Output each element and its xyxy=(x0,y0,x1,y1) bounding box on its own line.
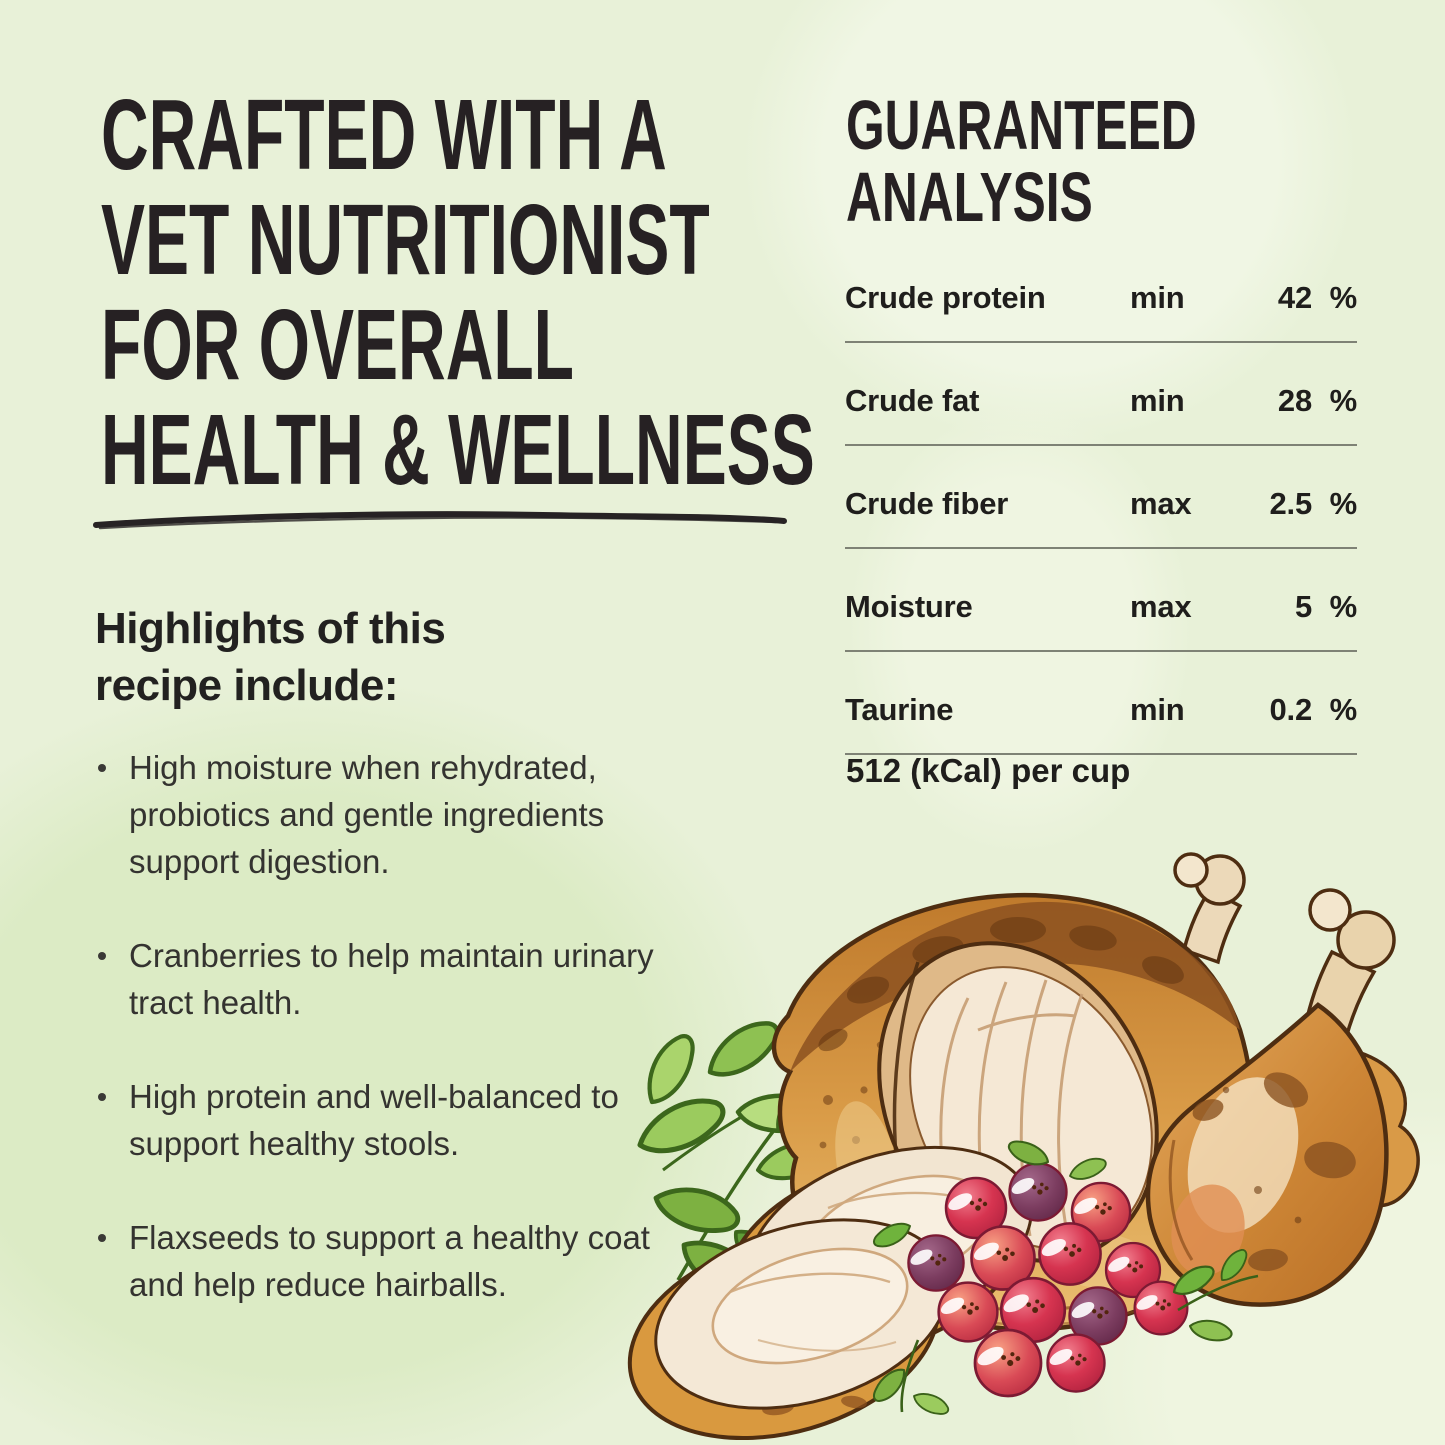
highlights-heading-line: recipe include: xyxy=(95,661,399,710)
ga-heading-line: ANALYSIS xyxy=(846,158,1093,236)
percent-unit: % xyxy=(1329,383,1358,418)
guaranteed-analysis-table: Crude protein min 42 % Crude fat min 28 … xyxy=(845,240,1357,755)
bullet-dot-icon xyxy=(98,1093,106,1101)
nutrient-label: Crude fiber xyxy=(845,486,1009,521)
calories-text: 512 (kCal) per cup xyxy=(846,752,1131,789)
table-row: Crude fiber max 2.5 % xyxy=(845,446,1357,549)
percent-unit: % xyxy=(1329,486,1358,521)
list-item-text: Flaxseeds to support a healthy coat and … xyxy=(129,1219,650,1303)
guaranteed-analysis-heading: GUARANTEED ANALYSIS xyxy=(846,89,1197,233)
nutrient-label: Moisture xyxy=(845,589,973,624)
roasted-turkey-illustration xyxy=(627,852,1420,1441)
title-line: CRAFTED WITH A xyxy=(101,79,667,191)
list-item-text: High moisture when rehydrated, probiotic… xyxy=(129,749,605,880)
nutrient-value: 42 xyxy=(1277,280,1312,315)
turkey-bone-top xyxy=(1173,852,1246,965)
list-item: High protein and well-balanced to suppor… xyxy=(95,1073,655,1167)
highlights-heading: Highlights of this recipe include: xyxy=(95,600,446,714)
table-row: Moisture max 5 % xyxy=(845,549,1357,652)
percent-unit: % xyxy=(1329,280,1358,315)
greens-leaves xyxy=(632,1015,836,1308)
basis-label: min xyxy=(1130,692,1185,727)
list-item: Flaxseeds to support a healthy coat and … xyxy=(95,1214,655,1308)
basis-label: max xyxy=(1130,589,1192,624)
table-row: Crude fat min 28 % xyxy=(845,343,1357,446)
nutrient-label: Crude fat xyxy=(845,383,980,418)
highlights-list: High moisture when rehydrated, probiotic… xyxy=(95,744,655,1355)
cranberry-leaves xyxy=(867,1133,1259,1421)
hand-drawn-underline xyxy=(93,511,787,530)
table-row: Crude protein min 42 % xyxy=(845,240,1357,343)
table-row: Taurine min 0.2 % xyxy=(845,652,1357,755)
title-line: HEALTH & WELLNESS xyxy=(101,394,815,506)
nutrient-label: Crude protein xyxy=(845,280,1046,315)
percent-unit: % xyxy=(1329,589,1358,624)
page-title: CRAFTED WITH A VET NUTRITIONIST FOR OVER… xyxy=(101,83,815,503)
basis-label: min xyxy=(1130,383,1185,418)
bullet-dot-icon xyxy=(98,764,106,772)
ga-heading-line: GUARANTEED xyxy=(846,86,1197,164)
list-item: High moisture when rehydrated, probiotic… xyxy=(95,744,655,885)
list-item-text: Cranberries to help maintain urinary tra… xyxy=(129,937,654,1021)
turkey-drumstick xyxy=(1145,1002,1389,1307)
highlights-heading-line: Highlights of this xyxy=(95,604,446,653)
nutrient-value: 2.5 xyxy=(1269,486,1313,521)
basis-label: max xyxy=(1130,486,1192,521)
list-item-text: High protein and well-balanced to suppor… xyxy=(129,1078,619,1162)
nutrient-label: Taurine xyxy=(845,692,954,727)
nutrient-value: 0.2 xyxy=(1269,692,1313,727)
list-item: Cranberries to help maintain urinary tra… xyxy=(95,932,655,1026)
percent-unit: % xyxy=(1329,692,1358,727)
title-line: FOR OVERALL xyxy=(101,289,574,401)
nutrient-value: 5 xyxy=(1294,589,1312,624)
bullet-dot-icon xyxy=(98,952,106,960)
bullet-dot-icon xyxy=(98,1234,106,1242)
nutrient-value: 28 xyxy=(1277,383,1312,418)
title-line: VET NUTRITIONIST xyxy=(101,184,710,296)
basis-label: min xyxy=(1130,280,1185,315)
turkey-bone-right xyxy=(1301,888,1396,1040)
